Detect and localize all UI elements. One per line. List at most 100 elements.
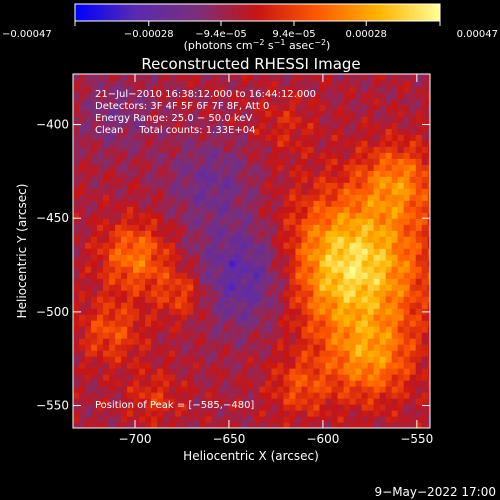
heatmap-cell xyxy=(403,158,411,165)
heatmap-cell xyxy=(373,332,381,339)
heatmap-cell xyxy=(157,80,164,87)
heatmap-cell xyxy=(163,218,170,225)
heatmap-cell xyxy=(103,422,110,428)
heatmap-cell xyxy=(283,116,291,123)
heatmap-cell xyxy=(139,218,146,225)
heatmap-cell xyxy=(169,332,176,339)
heatmap-cell xyxy=(397,320,405,327)
heatmap-cell xyxy=(265,80,273,87)
heatmap-cell xyxy=(313,272,321,279)
heatmap-cell xyxy=(133,146,140,153)
heatmap-cell xyxy=(367,254,375,261)
heatmap-cell xyxy=(247,332,254,339)
heatmap-cell xyxy=(145,182,152,189)
heatmap-cell xyxy=(253,86,260,93)
heatmap-cell xyxy=(235,326,242,333)
heatmap-cell xyxy=(319,302,327,309)
heatmap-cell xyxy=(229,410,236,417)
heatmap-cell xyxy=(169,242,176,249)
heatmap-cell xyxy=(103,218,110,225)
heatmap-cell xyxy=(319,260,327,267)
heatmap-cell xyxy=(325,422,333,428)
heatmap-cell xyxy=(151,320,158,327)
heatmap-cell xyxy=(79,98,86,105)
heatmap-cell xyxy=(307,368,315,375)
heatmap-cell xyxy=(73,296,80,303)
heatmap-cell xyxy=(247,194,254,201)
heatmap-cell xyxy=(217,218,224,225)
heatmap-cell xyxy=(109,386,116,393)
heatmap-cell xyxy=(79,128,86,135)
heatmap-cell xyxy=(283,134,291,141)
heatmap-cell xyxy=(229,74,236,81)
heatmap-cell xyxy=(247,140,254,147)
heatmap-cell xyxy=(91,176,98,183)
heatmap-cell xyxy=(355,278,363,285)
heatmap-cell xyxy=(271,164,279,171)
heatmap-cell xyxy=(283,194,291,201)
heatmap-cell xyxy=(121,398,128,405)
svg-text:(photons cm−2 s−1 asec−2): (photons cm−2 s−1 asec−2) xyxy=(184,38,331,52)
heatmap-cell xyxy=(169,386,176,393)
heatmap-cell xyxy=(415,212,423,219)
heatmap-cell xyxy=(139,134,146,141)
heatmap-cell xyxy=(229,182,236,189)
heatmap-cell xyxy=(211,260,218,267)
heatmap-cell xyxy=(421,236,429,243)
heatmap-cell xyxy=(361,86,369,93)
heatmap-cell xyxy=(241,284,248,291)
heatmap-cell xyxy=(385,422,393,428)
heatmap-cell xyxy=(313,80,321,87)
heatmap-cell xyxy=(265,290,273,297)
heatmap-cell xyxy=(133,356,140,363)
heatmap-cell xyxy=(259,290,266,297)
heatmap-cell xyxy=(115,176,122,183)
heatmap-cell xyxy=(379,278,387,285)
heatmap-cell xyxy=(211,128,218,135)
heatmap-cell xyxy=(85,116,92,123)
heatmap-cell xyxy=(241,212,248,219)
heatmap-cell xyxy=(283,92,291,99)
heatmap-cell xyxy=(241,416,248,423)
heatmap-cell xyxy=(409,146,417,153)
heatmap-cell xyxy=(277,122,285,129)
heatmap-cell xyxy=(277,218,285,225)
heatmap-cell xyxy=(259,182,266,189)
heatmap-cell xyxy=(403,182,411,189)
heatmap-cell xyxy=(337,86,345,93)
heatmap-cell xyxy=(229,254,236,261)
heatmap-cell xyxy=(331,368,339,375)
heatmap-cell xyxy=(289,74,297,81)
heatmap-cell xyxy=(325,266,333,273)
heatmap-cell xyxy=(313,248,321,255)
heatmap-cell xyxy=(139,356,146,363)
heatmap-cell xyxy=(247,152,254,159)
heatmap-cell xyxy=(109,242,116,249)
heatmap-cell xyxy=(247,122,254,129)
heatmap-cell xyxy=(295,368,303,375)
heatmap-cell xyxy=(289,266,297,273)
heatmap-cell xyxy=(133,386,140,393)
heatmap-cell xyxy=(109,272,116,279)
heatmap-cell xyxy=(145,332,152,339)
heatmap-cell xyxy=(313,422,321,428)
heatmap-cell xyxy=(313,362,321,369)
heatmap-cell xyxy=(169,380,176,387)
heatmap-cell xyxy=(349,128,357,135)
heatmap-cell xyxy=(133,272,140,279)
heatmap-cell xyxy=(109,182,116,189)
heatmap-cell xyxy=(271,242,279,249)
heatmap-cell xyxy=(115,260,122,267)
heatmap-cell xyxy=(361,344,369,351)
heatmap-cell xyxy=(355,320,363,327)
heatmap-cell xyxy=(259,74,266,81)
heatmap-cell xyxy=(235,272,242,279)
heatmap-cell xyxy=(157,422,164,428)
heatmap-cell xyxy=(307,98,315,105)
heatmap-cell xyxy=(421,386,429,393)
heatmap-cell xyxy=(427,338,430,345)
heatmap-cell xyxy=(133,368,140,375)
heatmap-cell xyxy=(349,140,357,147)
heatmap-cell xyxy=(235,176,242,183)
heatmap-cell xyxy=(343,422,351,428)
